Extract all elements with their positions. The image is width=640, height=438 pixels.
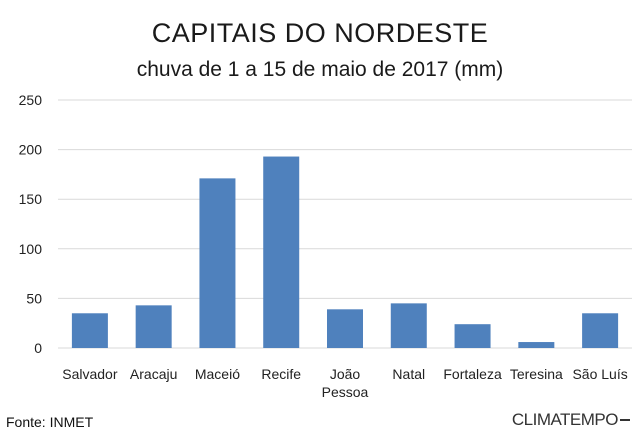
bar-maceió [199,178,236,348]
x-tick-label: Maceió [195,366,240,382]
y-tick-label: 200 [19,142,43,158]
y-tick-label: 150 [19,191,43,207]
x-tick-label: Salvador [62,366,118,382]
y-tick-label: 50 [26,290,42,306]
x-tick-label: Teresina [510,366,563,382]
bar-joão-pessoa [327,309,363,348]
climatempo-logo: CLIMATEMPO [512,410,630,430]
x-tick-label: Aracaju [130,366,177,382]
x-tick-label: Recife [261,366,301,382]
x-axis-labels: Salvador Aracaju Maceió Recife João Pessoa Nat… [62,366,627,400]
x-tick-label: Fortaleza [443,366,502,382]
y-axis-ticks: 0 50 100 150 200 250 [19,92,43,356]
x-tick-label: São Luís [572,366,627,382]
bars [71,156,619,348]
chart-title: CAPITAIS DO NORDESTE [151,18,489,48]
bar-teresina [518,342,555,348]
logo-text: CLIMATEMPO [511,410,619,429]
bar-natal [390,303,427,348]
logo-dash-icon [620,419,630,421]
y-tick-label: 0 [34,340,42,356]
y-tick-label: 100 [19,241,43,257]
x-tick-label: João Pessoa [322,366,369,400]
x-tick-label: Natal [392,366,425,382]
bar-fortaleza [454,324,491,348]
bar-aracaju [135,305,172,348]
bar-salvador [71,313,108,348]
bar-recife [263,156,300,348]
source-note: Fonte: INMET [6,414,94,430]
chart-subtitle: chuva de 1 a 15 de maio de 2017 (mm) [136,58,504,81]
bar-são-luís [582,313,619,348]
y-tick-label: 250 [19,92,43,108]
